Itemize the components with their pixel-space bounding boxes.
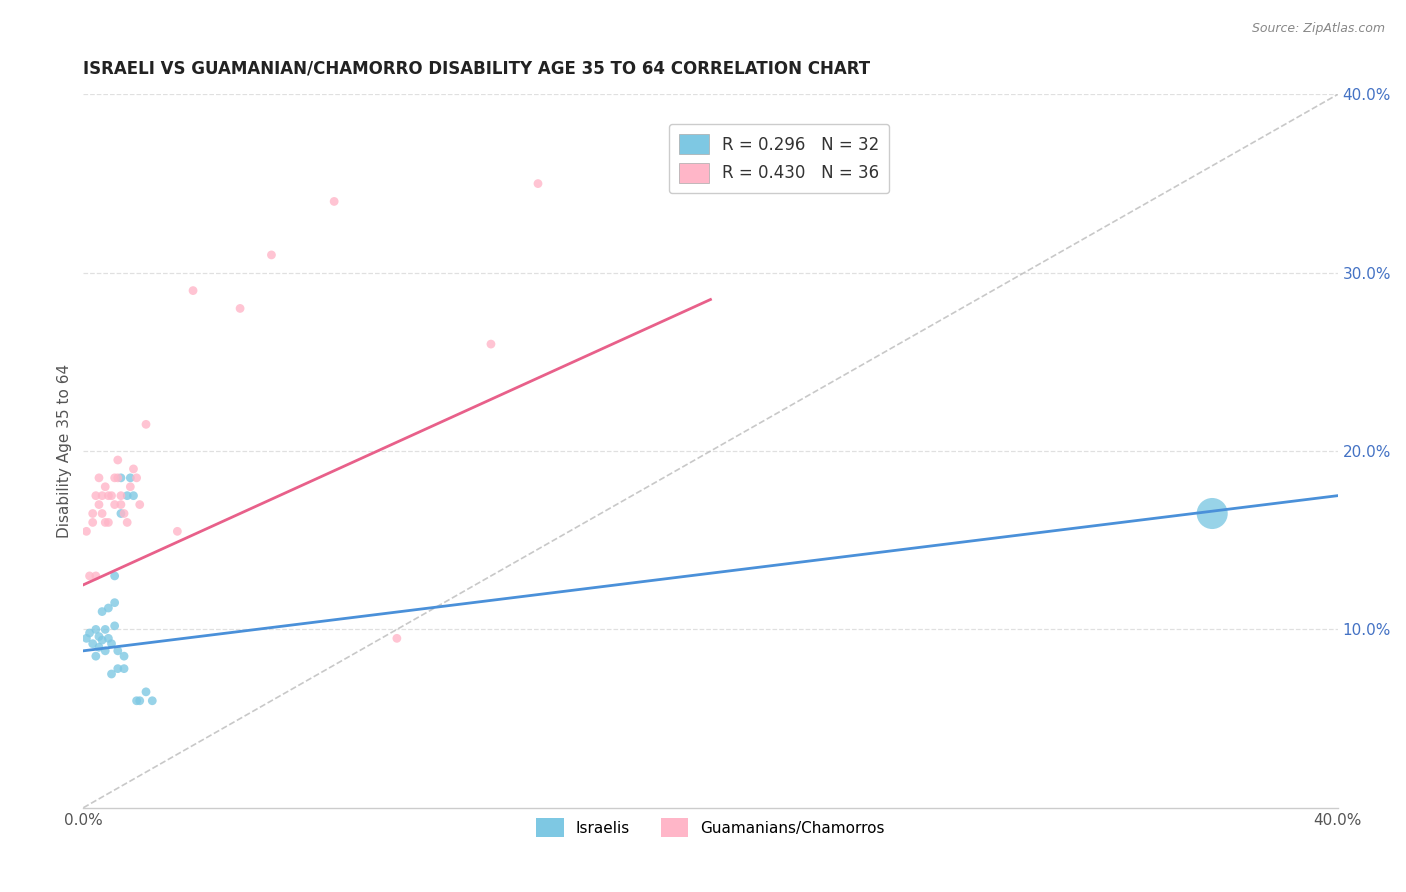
Point	[97, 632, 120, 646]
Point	[115, 489, 138, 503]
Point	[110, 471, 132, 485]
Point	[107, 453, 129, 467]
Point	[112, 649, 135, 664]
Point	[97, 601, 120, 615]
Point	[94, 623, 117, 637]
Legend: Israelis, Guamanians/Chamorros: Israelis, Guamanians/Chamorros	[530, 812, 891, 843]
Point	[94, 480, 117, 494]
Point	[323, 194, 346, 209]
Point	[87, 498, 110, 512]
Point	[97, 516, 120, 530]
Point	[104, 619, 127, 633]
Text: ISRAELI VS GUAMANIAN/CHAMORRO DISABILITY AGE 35 TO 64 CORRELATION CHART: ISRAELI VS GUAMANIAN/CHAMORRO DISABILITY…	[83, 60, 870, 78]
Point	[75, 632, 97, 646]
Point	[122, 462, 145, 476]
Point	[104, 596, 127, 610]
Point	[84, 489, 107, 503]
Point	[82, 507, 104, 521]
Point	[120, 480, 142, 494]
Point	[100, 667, 122, 681]
Point	[104, 471, 127, 485]
Point	[87, 471, 110, 485]
Point	[479, 337, 502, 351]
Point	[120, 471, 142, 485]
Point	[527, 177, 550, 191]
Point	[104, 498, 127, 512]
Point	[125, 694, 148, 708]
Point	[181, 284, 204, 298]
Text: Source: ZipAtlas.com: Source: ZipAtlas.com	[1251, 22, 1385, 36]
Point	[75, 524, 97, 539]
Point	[100, 637, 122, 651]
Point	[260, 248, 283, 262]
Point	[87, 630, 110, 644]
Point	[135, 417, 157, 432]
Point	[110, 489, 132, 503]
Point	[125, 471, 148, 485]
Point	[110, 507, 132, 521]
Point	[97, 489, 120, 503]
Point	[107, 644, 129, 658]
Point	[385, 632, 408, 646]
Point	[82, 516, 104, 530]
Point	[110, 498, 132, 512]
Point	[91, 633, 114, 648]
Point	[94, 644, 117, 658]
Point	[115, 516, 138, 530]
Point	[107, 662, 129, 676]
Point	[128, 498, 150, 512]
Point	[1201, 507, 1223, 521]
Point	[84, 623, 107, 637]
Y-axis label: Disability Age 35 to 64: Disability Age 35 to 64	[58, 364, 72, 538]
Point	[94, 516, 117, 530]
Point	[229, 301, 252, 316]
Point	[104, 569, 127, 583]
Point	[91, 507, 114, 521]
Point	[91, 489, 114, 503]
Point	[135, 685, 157, 699]
Point	[107, 471, 129, 485]
Point	[141, 694, 163, 708]
Point	[112, 662, 135, 676]
Point	[79, 626, 101, 640]
Point	[87, 640, 110, 655]
Point	[79, 569, 101, 583]
Point	[84, 649, 107, 664]
Point	[122, 489, 145, 503]
Point	[128, 694, 150, 708]
Point	[82, 637, 104, 651]
Point	[91, 605, 114, 619]
Point	[166, 524, 188, 539]
Point	[100, 489, 122, 503]
Point	[84, 569, 107, 583]
Point	[112, 507, 135, 521]
